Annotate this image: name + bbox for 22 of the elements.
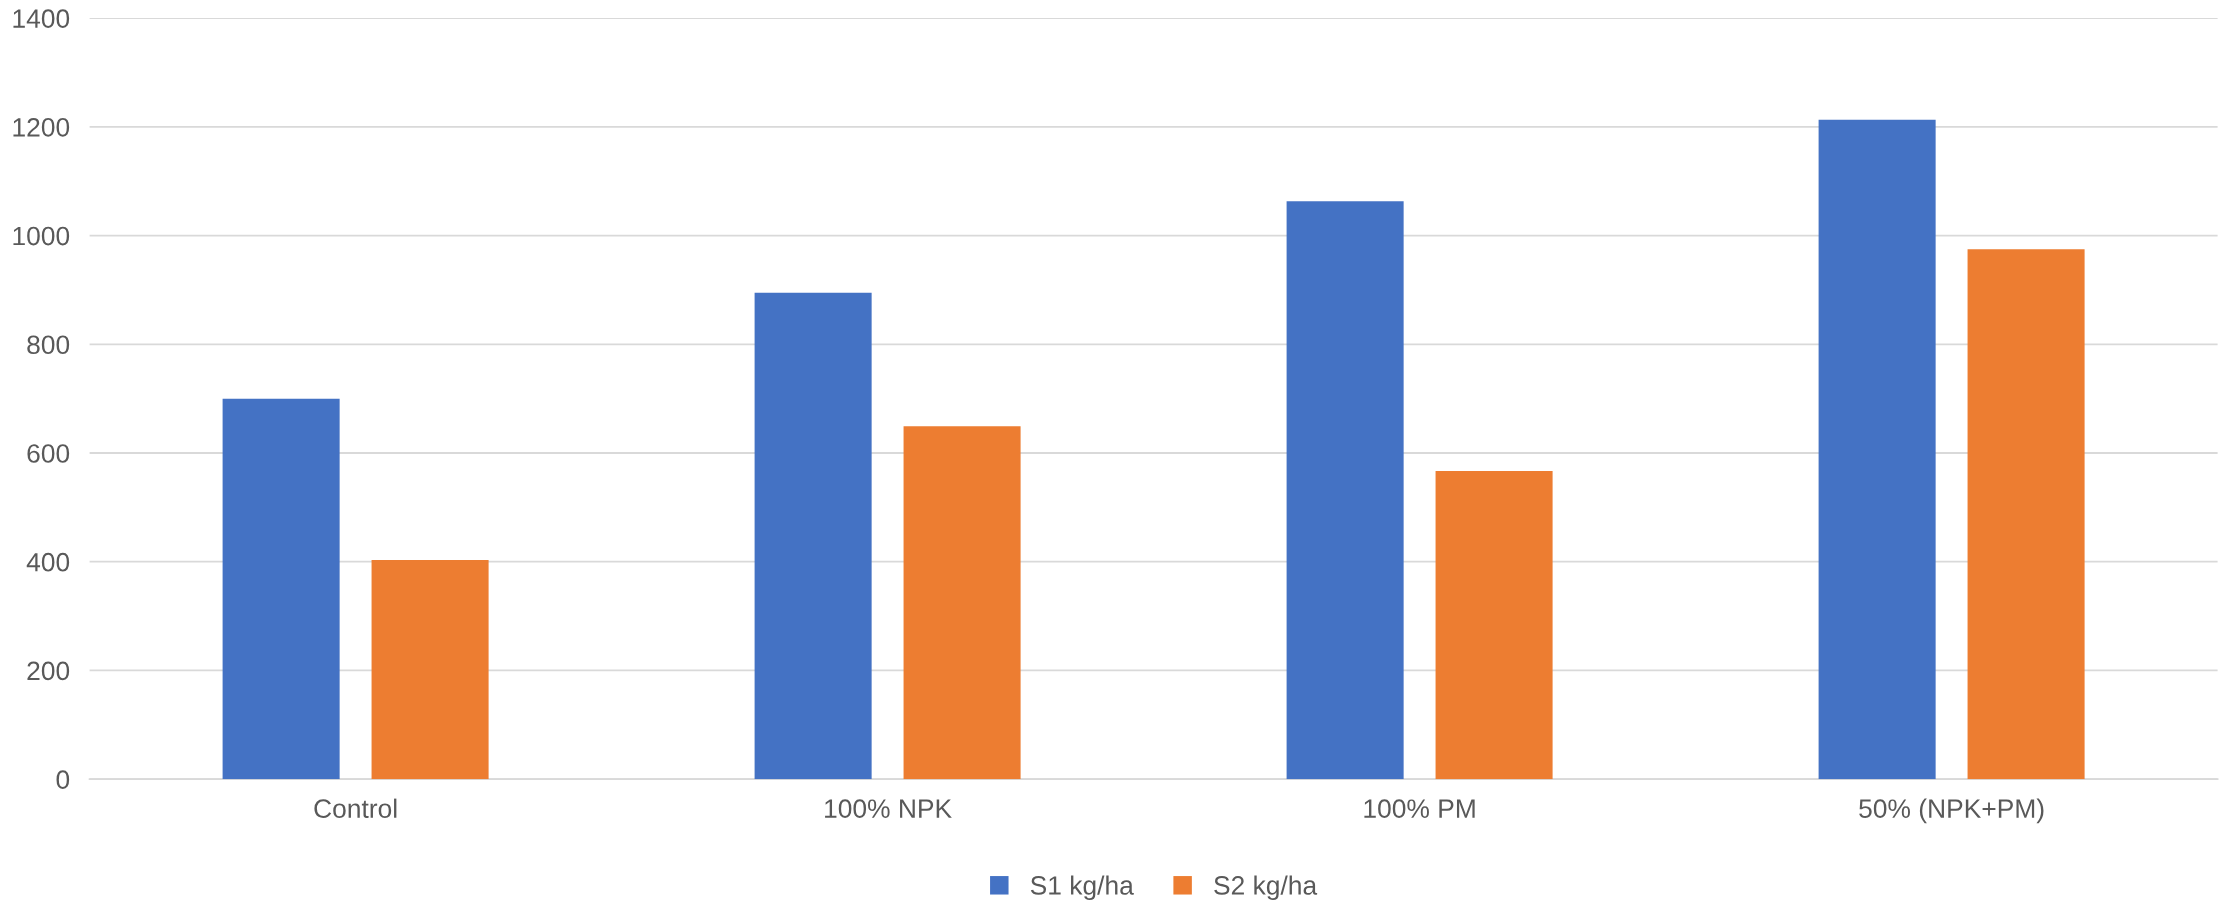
y-tick-label: 1200 bbox=[13, 117, 70, 137]
y-tick-label: 600 bbox=[27, 444, 70, 463]
x-tick-label: 50% (NPK+PM) bbox=[1859, 798, 2044, 824]
bar bbox=[754, 292, 872, 780]
y-tick-label: 0 bbox=[56, 770, 70, 789]
bar bbox=[222, 398, 340, 780]
x-tick-label: 100% PM bbox=[1364, 799, 1475, 818]
y-tick-label: 1400 bbox=[13, 9, 70, 28]
bar bbox=[371, 560, 489, 780]
bar bbox=[1286, 201, 1404, 780]
y-tick-label: 1000 bbox=[13, 226, 70, 246]
bar bbox=[1818, 119, 1936, 780]
y-tick-label: 400 bbox=[26, 552, 70, 572]
x-tick-label: Control bbox=[314, 798, 397, 818]
y-tick-label: 800 bbox=[27, 335, 70, 355]
y-tick-label: 200 bbox=[27, 661, 70, 681]
legend-label: S1 kg/ha bbox=[1030, 875, 1134, 901]
legend-label: S2 kg/ha bbox=[1214, 875, 1318, 901]
bar bbox=[1435, 470, 1553, 780]
x-tick-label: 100% NPK bbox=[825, 799, 952, 818]
bar bbox=[903, 426, 1021, 780]
bar bbox=[1967, 249, 2085, 780]
